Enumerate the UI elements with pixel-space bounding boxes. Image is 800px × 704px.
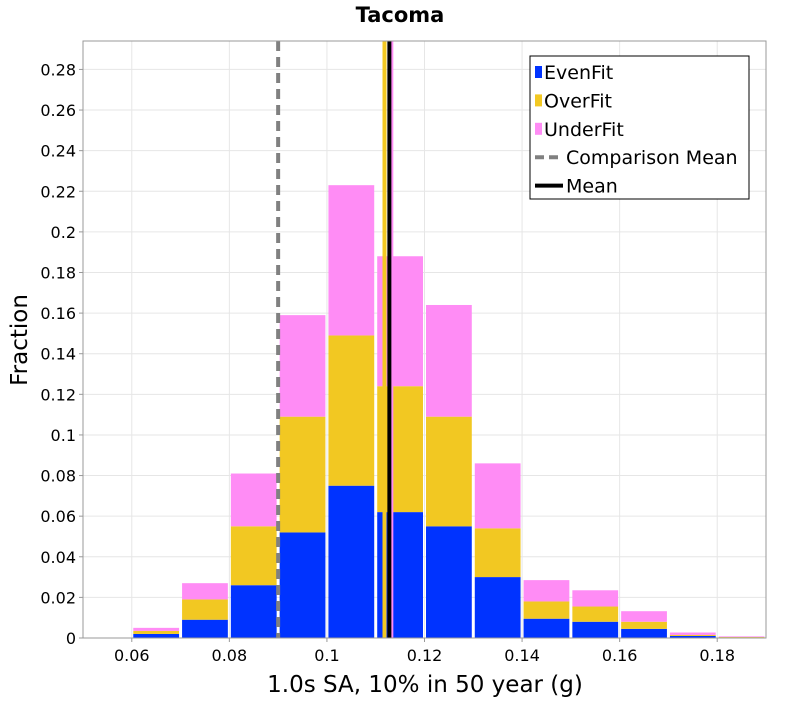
bar-underfit (231, 474, 277, 527)
legend-label-comparison-mean: Comparison Mean (566, 147, 738, 169)
x-tick-label: 0.12 (407, 646, 443, 665)
y-tick-label: 0.18 (40, 263, 76, 282)
bar-overfit (280, 417, 326, 533)
y-tick-label: 0.04 (40, 548, 76, 567)
x-axis-label: 1.0s SA, 10% in 50 year (g) (267, 672, 583, 698)
bar-overfit (475, 528, 521, 577)
bar-underfit (328, 185, 374, 335)
y-tick-label: 0.26 (40, 101, 76, 120)
bar-evenfit (426, 526, 472, 638)
y-tick-label: 0.22 (40, 182, 76, 201)
x-tick-label: 0.08 (212, 646, 248, 665)
bar-overfit (328, 335, 374, 485)
x-tick-label: 0.16 (602, 646, 638, 665)
legend-label-mean: Mean (566, 176, 618, 198)
x-tick-label: 0.1 (314, 646, 339, 665)
bar-underfit (719, 636, 765, 637)
bar-underfit (524, 580, 570, 601)
bar-underfit (670, 633, 716, 635)
bar-underfit (426, 305, 472, 417)
bar-overfit (524, 601, 570, 618)
y-tick-label: 0.28 (40, 60, 76, 79)
bar-underfit (621, 611, 667, 622)
legend-swatch-evenfit (535, 66, 542, 78)
y-tick-label: 0.16 (40, 304, 76, 323)
legend-label-underfit: UnderFit (544, 119, 624, 141)
bar-evenfit (182, 620, 228, 638)
legend: EvenFit OverFit UnderFit Comparison Mean Mea… (530, 56, 749, 199)
bar-underfit (280, 315, 326, 417)
chart-title: Tacoma (356, 3, 445, 27)
legend-label-evenfit: EvenFit (544, 62, 613, 84)
x-tick-label: 0.14 (504, 646, 540, 665)
bar-overfit (670, 635, 716, 636)
legend-swatch-underfit (535, 123, 542, 135)
bar-overfit (572, 607, 618, 622)
y-tick-label: 0.02 (40, 588, 76, 607)
bar-underfit (133, 628, 179, 631)
y-tick-label: 0.08 (40, 467, 76, 486)
bar-evenfit (280, 532, 326, 638)
bar-overfit (426, 417, 472, 527)
bar-evenfit (524, 619, 570, 638)
bar-evenfit (328, 486, 374, 638)
x-tick-label: 0.18 (699, 646, 735, 665)
bar-evenfit (572, 622, 618, 638)
bar-evenfit (231, 585, 277, 638)
y-tick-label: 0.2 (51, 223, 76, 242)
bar-evenfit (475, 577, 521, 638)
bar-underfit (475, 463, 521, 528)
x-tick-label: 0.06 (114, 646, 150, 665)
bar-overfit (231, 526, 277, 585)
y-tick-label: 0.14 (40, 345, 76, 364)
bar-overfit (182, 599, 228, 619)
bar-underfit (572, 590, 618, 606)
y-tick-label: 0.12 (40, 385, 76, 404)
bar-evenfit (133, 634, 179, 638)
bar-evenfit (621, 629, 667, 638)
bar-overfit (621, 622, 667, 629)
y-tick-label: 0.06 (40, 507, 76, 526)
bar-overfit (133, 631, 179, 634)
legend-swatch-overfit (535, 94, 542, 106)
y-tick-label: 0.24 (40, 142, 76, 161)
y-axis-label: Fraction (7, 294, 33, 386)
y-tick-label: 0 (66, 629, 76, 648)
bar-underfit (182, 583, 228, 599)
legend-label-overfit: OverFit (544, 90, 612, 112)
y-tick-label: 0.1 (51, 426, 76, 445)
